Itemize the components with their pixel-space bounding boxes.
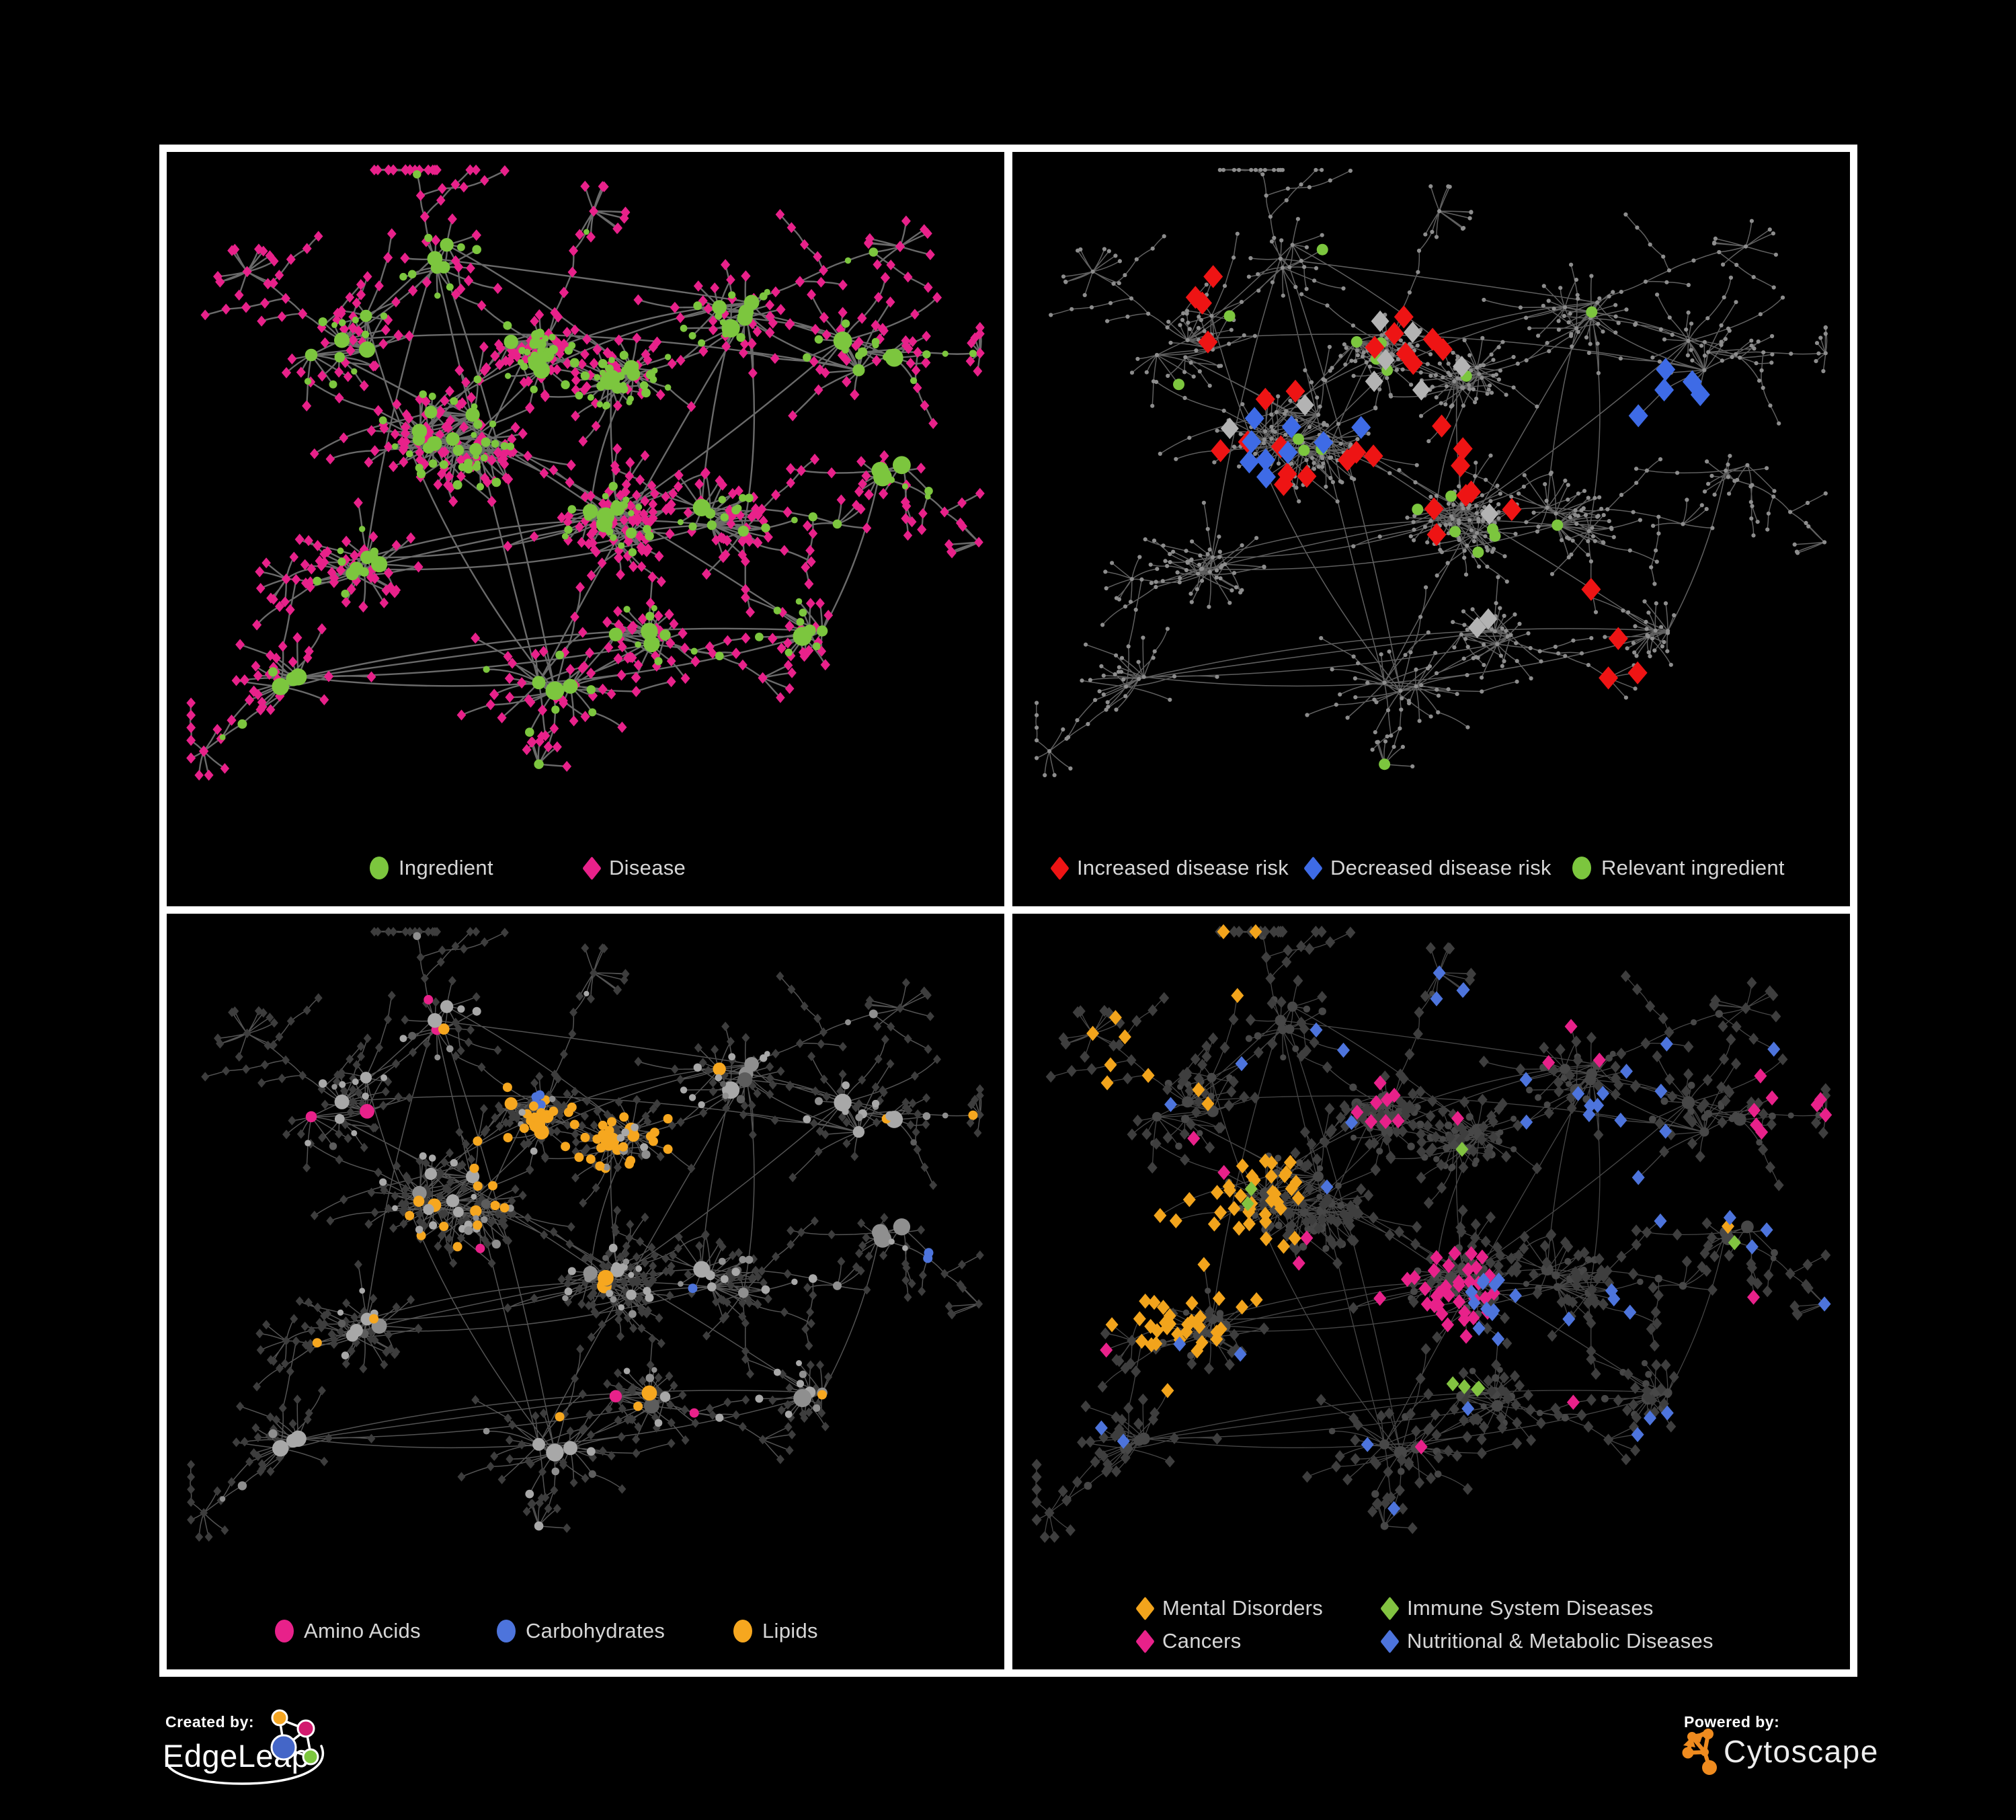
legend-label-relevant-ingredient: Relevant ingredient <box>1601 856 1785 879</box>
disease-swatch-icon <box>582 856 602 880</box>
nutritional-metabolic-diseases-swatch-icon <box>1380 1629 1400 1653</box>
edgeleap-branding: Created by: EdgeLeap <box>163 1709 515 1814</box>
network-graph-nutrient-classes <box>187 926 984 1542</box>
network-graph-disease-risk <box>1035 167 1828 778</box>
carbohydrates-swatch-icon <box>497 1620 516 1643</box>
created-by-label: Created by: <box>165 1713 255 1731</box>
legend-label-disease: Disease <box>609 856 686 879</box>
legend-item-immune-system-diseases: Immune System Diseases <box>1380 1595 1654 1622</box>
legend-label-lipids: Lipids <box>762 1619 818 1643</box>
legend-label-decreased-risk: Decreased disease risk <box>1330 856 1551 879</box>
legend-item-nutritional-metabolic-diseases: Nutritional & Metabolic Diseases <box>1380 1628 1713 1655</box>
legend-item-cancers: Cancers <box>1135 1628 1242 1655</box>
legend-item-disease: Disease <box>582 855 686 881</box>
legend-item-carbohydrates: Carbohydrates <box>497 1618 665 1645</box>
network-graph-ingredient-disease <box>186 164 985 781</box>
lipids-swatch-icon <box>733 1620 752 1643</box>
immune-system-diseases-swatch-icon <box>1380 1596 1400 1620</box>
legend-label-mental-disorders: Mental Disorders <box>1162 1596 1324 1620</box>
legend-item-relevant-ingredient: Relevant ingredient <box>1572 855 1785 881</box>
mental-disorders-swatch-icon <box>1135 1596 1155 1620</box>
increased-risk-swatch-icon <box>1050 856 1070 880</box>
legend-item-amino-acids: Amino Acids <box>275 1618 421 1645</box>
cytoscape-wordmark: Cytoscape <box>1724 1734 1879 1769</box>
powered-by-label: Powered by: <box>1684 1713 1780 1731</box>
cytoscape-branding: Powered by: Cytoscape <box>1682 1713 2007 1814</box>
panel-disease-risk: Increased disease risk Decreased disease… <box>1005 145 1857 915</box>
legend-item-ingredient: Ingredient <box>370 855 493 881</box>
legend-label-increased-risk: Increased disease risk <box>1077 856 1289 879</box>
cancers-swatch-icon <box>1135 1629 1155 1653</box>
ingredient-swatch-icon <box>370 857 389 879</box>
cytoscape-logo-icon <box>1682 1729 1717 1775</box>
panel-ingredient-disease: Ingredient Disease <box>159 145 1012 915</box>
edgeleap-logo-icon <box>165 1709 324 1785</box>
legend-label-ingredient: Ingredient <box>399 856 493 879</box>
legend-item-mental-disorders: Mental Disorders <box>1135 1595 1324 1622</box>
decreased-risk-swatch-icon <box>1303 856 1323 880</box>
legend-label-immune-system-diseases: Immune System Diseases <box>1407 1596 1654 1620</box>
panel-nutrient-classes: Amino Acids Carbohydrates Lipids <box>159 906 1012 1677</box>
legend-label-nutritional-metabolic-diseases: Nutritional & Metabolic Diseases <box>1407 1629 1713 1653</box>
legend-label-carbohydrates: Carbohydrates <box>526 1619 666 1643</box>
panel-disease-classes: Mental Disorders Immune System Diseases … <box>1005 906 1857 1677</box>
legend-label-amino-acids: Amino Acids <box>304 1619 421 1643</box>
network-graph-disease-classes <box>1031 924 1832 1543</box>
legend-item-decreased-risk: Decreased disease risk <box>1303 855 1551 881</box>
legend-label-cancers: Cancers <box>1162 1629 1242 1653</box>
legend-item-lipids: Lipids <box>733 1618 818 1645</box>
legend-item-increased-risk: Increased disease risk <box>1050 855 1289 881</box>
amino-acids-swatch-icon <box>275 1620 294 1643</box>
relevant-ingredient-swatch-icon <box>1572 857 1591 879</box>
